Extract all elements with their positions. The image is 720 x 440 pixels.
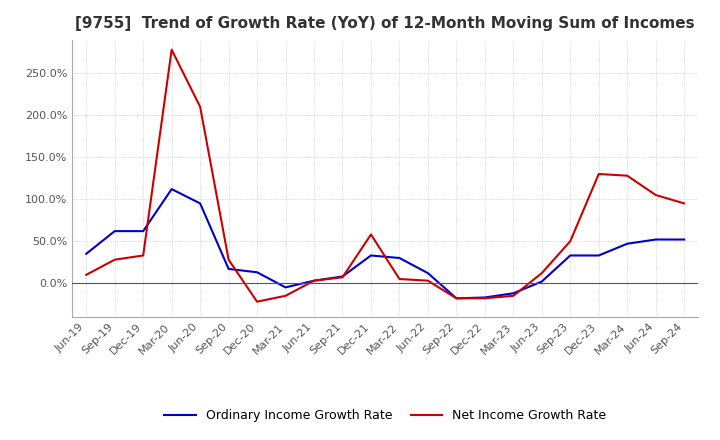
Net Income Growth Rate: [310, 278, 318, 283]
Ordinary Income Growth Rate: [282, 285, 290, 290]
Ordinary Income Growth Rate: [566, 253, 575, 258]
Ordinary Income Growth Rate: [253, 270, 261, 275]
Ordinary Income Growth Rate: [338, 274, 347, 279]
Net Income Growth Rate: [680, 201, 688, 206]
Net Income Growth Rate: [225, 257, 233, 262]
Title: [9755]  Trend of Growth Rate (YoY) of 12-Month Moving Sum of Incomes: [9755] Trend of Growth Rate (YoY) of 12-…: [76, 16, 695, 32]
Ordinary Income Growth Rate: [225, 266, 233, 271]
Net Income Growth Rate: [253, 299, 261, 304]
Ordinary Income Growth Rate: [480, 295, 489, 300]
Net Income Growth Rate: [452, 296, 461, 301]
Net Income Growth Rate: [423, 278, 432, 283]
Net Income Growth Rate: [82, 272, 91, 278]
Ordinary Income Growth Rate: [452, 296, 461, 301]
Ordinary Income Growth Rate: [680, 237, 688, 242]
Ordinary Income Growth Rate: [595, 253, 603, 258]
Net Income Growth Rate: [652, 192, 660, 198]
Ordinary Income Growth Rate: [509, 291, 518, 296]
Net Income Growth Rate: [595, 171, 603, 176]
Ordinary Income Growth Rate: [139, 228, 148, 234]
Net Income Growth Rate: [139, 253, 148, 258]
Ordinary Income Growth Rate: [82, 251, 91, 257]
Line: Net Income Growth Rate: Net Income Growth Rate: [86, 50, 684, 302]
Ordinary Income Growth Rate: [423, 271, 432, 276]
Net Income Growth Rate: [110, 257, 119, 262]
Net Income Growth Rate: [282, 293, 290, 298]
Line: Ordinary Income Growth Rate: Ordinary Income Growth Rate: [86, 189, 684, 298]
Ordinary Income Growth Rate: [196, 201, 204, 206]
Ordinary Income Growth Rate: [167, 187, 176, 192]
Net Income Growth Rate: [395, 276, 404, 282]
Net Income Growth Rate: [480, 296, 489, 301]
Net Income Growth Rate: [537, 271, 546, 276]
Ordinary Income Growth Rate: [623, 241, 631, 246]
Net Income Growth Rate: [338, 275, 347, 280]
Net Income Growth Rate: [366, 232, 375, 237]
Net Income Growth Rate: [167, 47, 176, 52]
Net Income Growth Rate: [623, 173, 631, 178]
Net Income Growth Rate: [566, 238, 575, 244]
Ordinary Income Growth Rate: [652, 237, 660, 242]
Ordinary Income Growth Rate: [366, 253, 375, 258]
Ordinary Income Growth Rate: [310, 278, 318, 283]
Net Income Growth Rate: [509, 293, 518, 298]
Ordinary Income Growth Rate: [395, 255, 404, 260]
Net Income Growth Rate: [196, 104, 204, 110]
Legend: Ordinary Income Growth Rate, Net Income Growth Rate: Ordinary Income Growth Rate, Net Income …: [159, 404, 611, 427]
Ordinary Income Growth Rate: [110, 228, 119, 234]
Ordinary Income Growth Rate: [537, 279, 546, 284]
